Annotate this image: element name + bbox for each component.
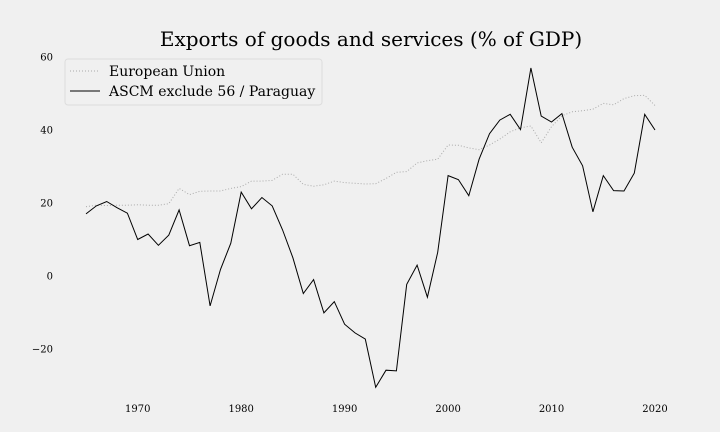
legend-label-paraguay: ASCM exclude 56 / Paraguay — [108, 84, 315, 100]
y-tick-label: 20 — [40, 199, 53, 210]
series-lines — [86, 68, 655, 387]
series-line-paraguay — [86, 68, 655, 387]
y-tick-label: −20 — [32, 345, 53, 356]
x-tick-label: 2010 — [539, 404, 564, 415]
x-axis-ticks: 1970 1980 1990 2000 2010 2020 — [125, 404, 668, 415]
x-tick-label: 1990 — [332, 404, 357, 415]
x-tick-label: 2020 — [642, 404, 667, 415]
y-tick-label: 40 — [40, 126, 53, 137]
x-tick-label: 1970 — [125, 404, 150, 415]
series-line-european-union — [86, 95, 655, 206]
y-tick-label: 0 — [47, 272, 53, 283]
chart-title: Exports of goods and services (% of GDP) — [160, 27, 582, 51]
x-tick-label: 2000 — [435, 404, 460, 415]
y-tick-label: 60 — [40, 53, 53, 64]
legend-label-european-union: European Union — [109, 64, 225, 80]
y-axis-ticks: −20 0 20 40 60 — [32, 53, 53, 356]
legend: European Union ASCM exclude 56 / Paragua… — [65, 59, 322, 105]
x-tick-label: 1980 — [228, 404, 253, 415]
